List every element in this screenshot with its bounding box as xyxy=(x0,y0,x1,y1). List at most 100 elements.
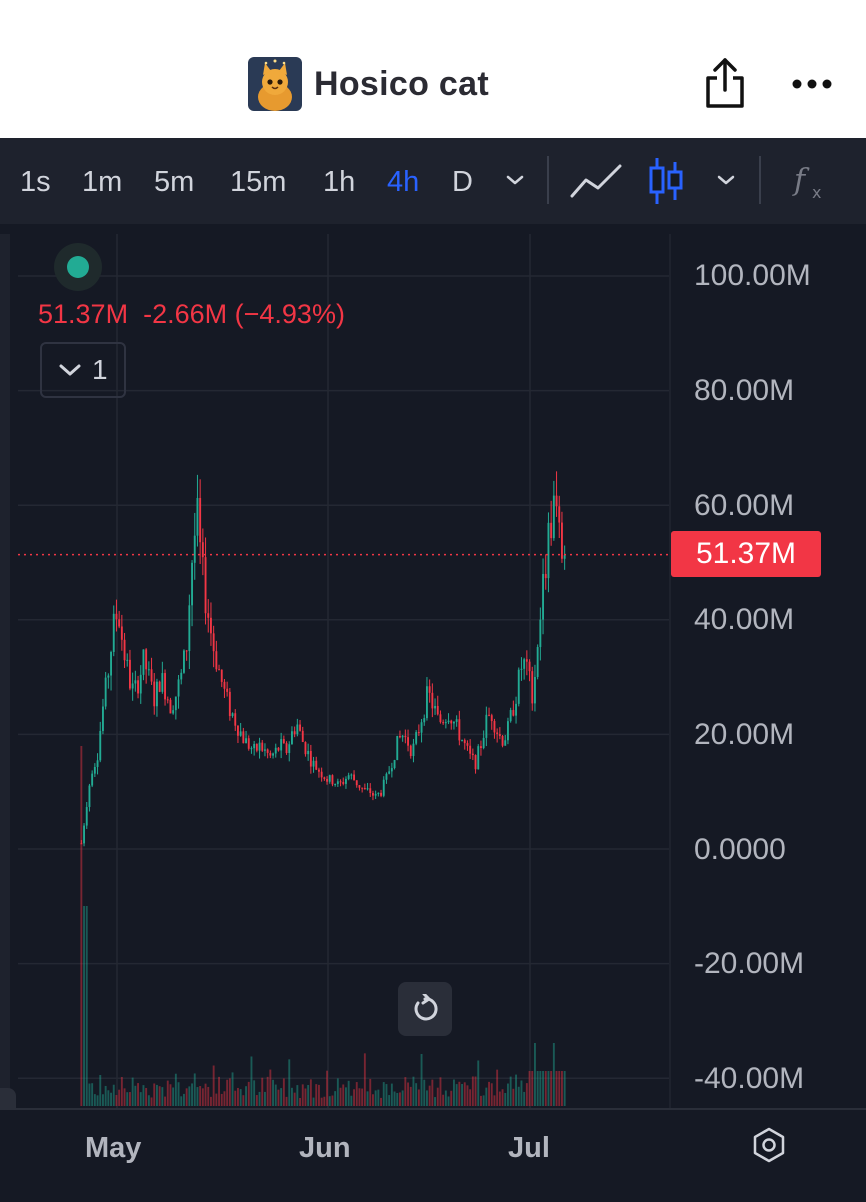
volume-bar xyxy=(228,1078,231,1106)
volume-bar xyxy=(304,1088,307,1106)
candle-body xyxy=(166,699,169,701)
volume-bar xyxy=(237,1087,239,1106)
candle-body xyxy=(282,739,285,744)
candle-body xyxy=(323,777,326,779)
ohlc-legend: 51.37M -2.66M (−4.93%) xyxy=(38,299,345,330)
volume-bar xyxy=(350,1095,353,1106)
candle-body xyxy=(528,661,531,672)
y-axis-label: 80.00M xyxy=(694,374,795,407)
time-axis: May Jun Jul xyxy=(0,1108,866,1202)
candle-body xyxy=(191,562,193,606)
candle-body xyxy=(91,773,94,786)
volume-bar xyxy=(255,1095,258,1106)
chart-canvas[interactable] xyxy=(18,234,866,1108)
more-icon[interactable] xyxy=(790,70,834,100)
candle-body xyxy=(385,773,388,780)
volume-bar xyxy=(363,1053,366,1106)
candle-body xyxy=(172,710,175,714)
volume-bar xyxy=(436,1087,439,1106)
interval-15m[interactable]: 15m xyxy=(230,166,287,198)
volume-bar xyxy=(212,1065,215,1106)
price-chart[interactable] xyxy=(18,234,866,1108)
y-axis-label: 20.00M xyxy=(694,718,795,751)
candle-body xyxy=(180,672,183,680)
interval-1h[interactable]: 1h xyxy=(323,166,356,198)
volume-bar xyxy=(355,1082,358,1106)
candle-body xyxy=(458,719,461,741)
market-status-indicator[interactable] xyxy=(54,243,102,291)
volume-bar xyxy=(334,1091,337,1106)
volume-bar xyxy=(115,1095,118,1106)
candle-body xyxy=(134,680,137,684)
candle-body xyxy=(272,753,274,756)
volume-bar xyxy=(137,1083,139,1106)
interval-4h[interactable]: 4h xyxy=(387,166,420,198)
settings-icon[interactable] xyxy=(750,1126,788,1164)
candle-body xyxy=(377,792,380,794)
interval-d[interactable]: D xyxy=(452,166,473,198)
candle-body xyxy=(207,613,210,618)
volume-bar xyxy=(215,1093,218,1106)
candle-body xyxy=(309,750,312,767)
candle-body xyxy=(285,743,288,753)
volume-bar xyxy=(426,1090,428,1106)
candle-body xyxy=(334,784,337,786)
line-chart-icon[interactable] xyxy=(570,162,624,207)
volume-bar xyxy=(347,1080,350,1106)
volume-bar xyxy=(498,1091,501,1106)
y-axis-label: 60.00M xyxy=(694,489,795,522)
interval-5m[interactable]: 5m xyxy=(154,166,195,198)
volume-bar xyxy=(496,1069,499,1106)
chevron-down-icon xyxy=(56,360,84,380)
candle-body xyxy=(407,737,409,746)
volume-bar xyxy=(450,1090,453,1106)
volume-bar xyxy=(272,1079,274,1106)
volume-bar xyxy=(542,1071,544,1106)
volume-bar xyxy=(285,1096,288,1106)
volume-bar xyxy=(380,1097,382,1106)
volume-bar xyxy=(517,1086,520,1106)
volume-bar xyxy=(83,906,85,1106)
volume-bar xyxy=(544,1071,547,1106)
candle-body xyxy=(536,647,539,677)
interval-1m[interactable]: 1m xyxy=(82,166,123,198)
candle-body xyxy=(120,626,123,640)
volume-bar xyxy=(515,1074,517,1106)
reset-chart-button[interactable] xyxy=(398,982,452,1036)
candle-body xyxy=(442,722,445,724)
volume-bar xyxy=(296,1085,299,1106)
candle-body xyxy=(93,766,96,774)
toolbar-divider xyxy=(547,156,549,204)
y-axis-label: 100.00M xyxy=(694,259,811,292)
volume-bar xyxy=(474,1076,477,1106)
candle-body xyxy=(161,673,164,692)
volume-bar xyxy=(539,1071,542,1106)
volume-bar xyxy=(166,1080,169,1106)
volume-bar xyxy=(423,1079,426,1106)
candle-body xyxy=(477,746,480,770)
interval-dropdown-chevron-icon[interactable] xyxy=(503,168,527,197)
chart-type-chevron-icon[interactable] xyxy=(714,168,738,197)
candle-body xyxy=(358,785,361,788)
share-icon[interactable] xyxy=(700,56,750,110)
candle-body xyxy=(301,730,304,743)
interval-1s[interactable]: 1s xyxy=(20,166,51,198)
volume-bar xyxy=(396,1093,399,1106)
candle-body xyxy=(318,769,320,772)
candlestick-icon[interactable] xyxy=(648,156,684,211)
legend-collapse-button[interactable]: 1 xyxy=(40,342,126,398)
candle-body xyxy=(345,778,347,784)
volume-bar xyxy=(196,1087,199,1106)
candle-body xyxy=(226,688,229,692)
volume-bar xyxy=(485,1087,488,1106)
indicators-fx-icon[interactable]: f x xyxy=(792,160,832,209)
volume-bar xyxy=(420,1053,423,1106)
candle-body xyxy=(231,713,234,717)
candle-body xyxy=(525,659,528,662)
volume-bar xyxy=(353,1089,355,1106)
volume-bar xyxy=(301,1084,304,1106)
candle-body xyxy=(366,788,369,790)
volume-bar xyxy=(247,1081,250,1106)
candle-body xyxy=(288,744,291,753)
y-axis-label: -40.00M xyxy=(694,1062,805,1095)
